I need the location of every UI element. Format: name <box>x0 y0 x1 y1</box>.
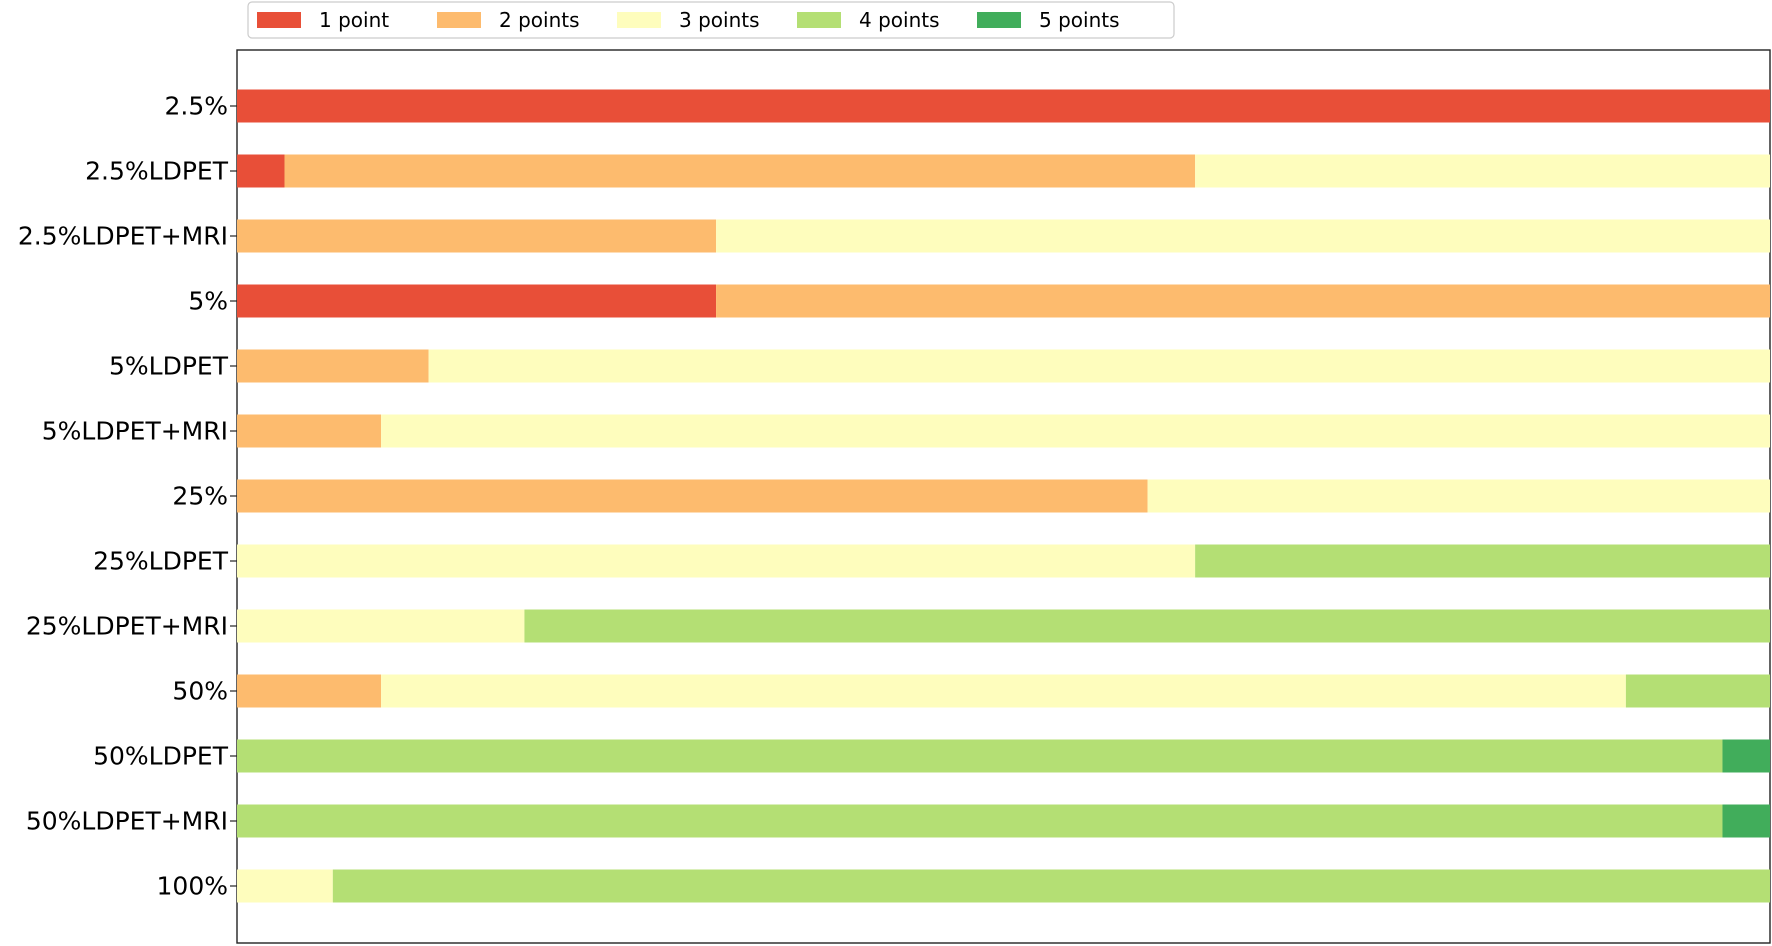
bar-segment <box>381 414 1770 448</box>
y-tick-label: 50%LDPET+MRI <box>26 807 228 836</box>
bar-segment <box>332 869 1770 903</box>
bar-segment <box>237 804 1723 838</box>
y-tick-label: 2.5% <box>164 92 228 121</box>
y-tick-label: 50% <box>172 677 228 706</box>
bar-segment <box>237 154 285 188</box>
legend-label: 1 point <box>319 8 389 32</box>
legend-label: 4 points <box>859 8 940 32</box>
y-tick-label: 25% <box>172 482 228 511</box>
bar-segment <box>237 609 525 643</box>
y-tick-label: 5%LDPET+MRI <box>42 417 228 446</box>
bar-segment <box>524 609 1770 643</box>
bar-segment <box>237 284 717 318</box>
y-tick-label: 50%LDPET <box>93 742 229 771</box>
legend: 1 point 2 points 3 points 4 points 5 points <box>247 1 1175 39</box>
bar-segment <box>1625 674 1770 708</box>
bar-segment <box>237 89 1770 123</box>
bar-segment <box>381 674 1626 708</box>
bar-segment <box>237 739 1723 773</box>
bars-group <box>237 89 1770 903</box>
bar-segment <box>1147 479 1770 513</box>
legend-frame <box>247 1 1175 39</box>
y-tick-label: 5%LDPET <box>109 352 229 381</box>
bar-segment <box>428 349 1770 383</box>
y-tick-label: 5% <box>188 287 228 316</box>
bar-segment <box>237 414 382 448</box>
legend-swatch <box>797 12 841 28</box>
legend-swatch <box>617 12 661 28</box>
bar-segment <box>284 154 1196 188</box>
bar-segment <box>237 869 333 903</box>
bar-segment <box>716 219 1770 253</box>
bar-segment <box>1722 804 1770 838</box>
y-tick-labels: 2.5% 2.5%LDPET 2.5%LDPET+MRI 5% 5%LDPET 5%LDP… <box>18 92 237 901</box>
bar-segment <box>1722 739 1770 773</box>
legend-swatch <box>977 12 1021 28</box>
y-tick-label: 2.5%LDPET+MRI <box>18 222 228 251</box>
y-tick-label: 25%LDPET <box>93 547 229 576</box>
bar-segment <box>1195 544 1770 578</box>
legend-label: 5 points <box>1039 8 1120 32</box>
bar-segment <box>237 349 429 383</box>
legend-label: 3 points <box>679 8 760 32</box>
bar-segment <box>237 674 382 708</box>
bar-segment <box>716 284 1770 318</box>
bar-segment <box>237 479 1148 513</box>
y-tick-label: 100% <box>157 872 228 901</box>
y-tick-label: 2.5%LDPET <box>85 157 229 186</box>
legend-swatch <box>437 12 481 28</box>
bar-segment <box>237 544 1196 578</box>
bar-segment <box>1195 154 1770 188</box>
legend-label: 2 points <box>499 8 580 32</box>
legend-swatch <box>257 12 301 28</box>
bar-segment <box>237 219 717 253</box>
y-tick-label: 25%LDPET+MRI <box>26 612 228 641</box>
